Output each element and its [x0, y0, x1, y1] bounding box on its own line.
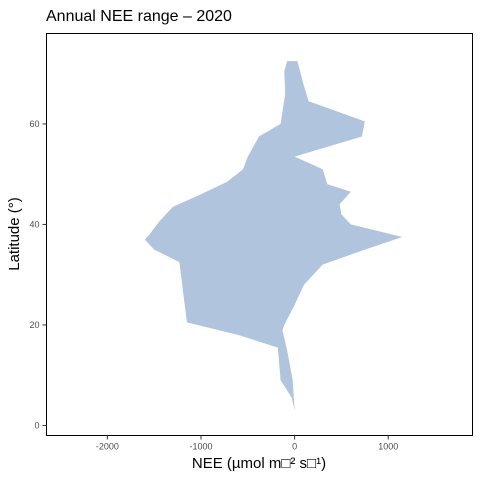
y-tick-label: 20 — [29, 320, 39, 330]
y-axis-title: Latitude (°) — [6, 197, 23, 271]
x-tick-label: 0 — [292, 442, 297, 452]
area-layer — [144, 61, 403, 411]
y-tick-label: 60 — [29, 119, 39, 129]
nee-range-area — [144, 61, 403, 411]
x-axis-title: NEE (µmol m□² s□¹) — [192, 455, 326, 472]
x-tick-label: -1000 — [189, 442, 212, 452]
x-tick-label: -2000 — [96, 442, 119, 452]
y-tick-label: 40 — [29, 219, 39, 229]
y-axis: 0 20 40 60 — [29, 119, 47, 430]
chart-title: Annual NEE range – 2020 — [46, 8, 232, 25]
panel-border — [46, 33, 473, 436]
x-axis: -2000 -1000 0 1000 — [96, 435, 398, 452]
x-tick-label: 1000 — [378, 442, 398, 452]
y-tick-label: 0 — [34, 420, 39, 430]
